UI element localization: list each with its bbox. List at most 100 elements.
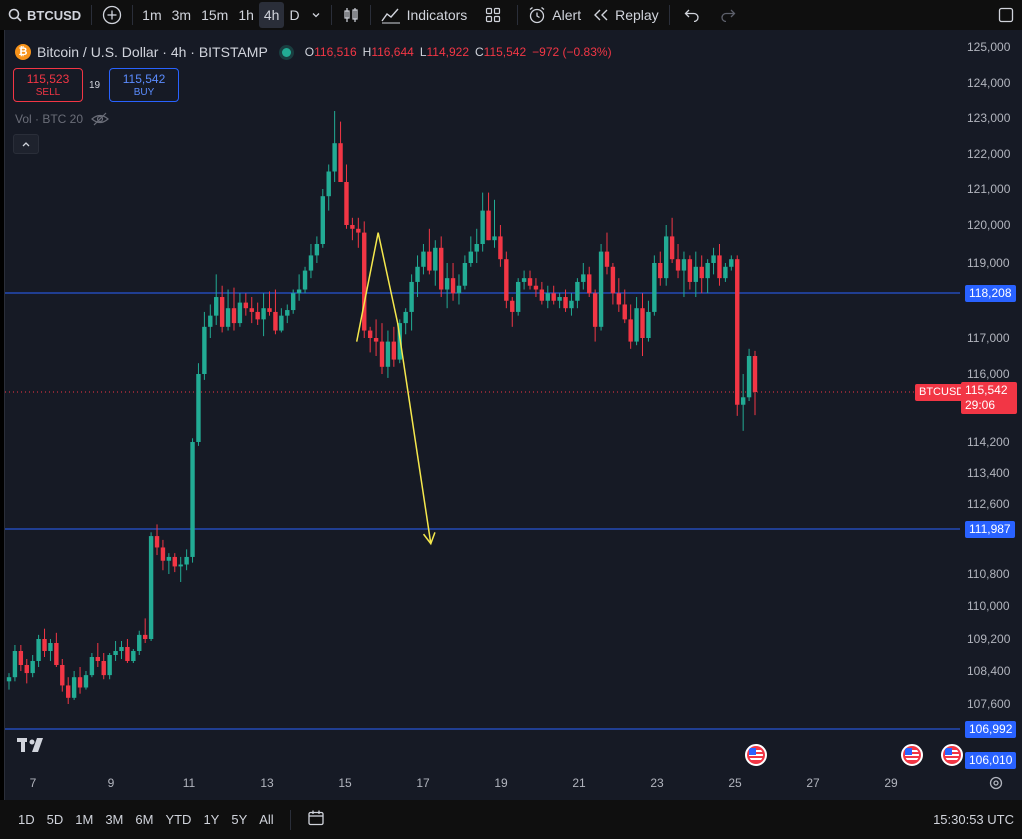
range-5D[interactable]: 5D — [46, 812, 64, 827]
candle-body — [42, 639, 47, 651]
candle-body — [60, 665, 65, 686]
eye-hidden-icon[interactable] — [91, 112, 109, 126]
candle-body — [101, 661, 106, 676]
range-1Y[interactable]: 1Y — [203, 812, 220, 827]
candle-body — [184, 556, 189, 565]
candle-body — [663, 236, 669, 279]
interval-1m[interactable]: 1m — [142, 7, 162, 23]
price-tick-label: 108,400 — [967, 664, 1011, 678]
replay-label: Replay — [615, 7, 659, 23]
candle — [326, 164, 331, 211]
us-flag-event-icon[interactable] — [901, 744, 923, 766]
candle — [740, 374, 746, 431]
range-6M[interactable]: 6M — [135, 812, 154, 827]
candle — [160, 539, 166, 571]
candle — [533, 278, 539, 298]
settings-icon[interactable] — [989, 776, 1003, 793]
candle-body — [717, 255, 722, 279]
redo-button[interactable] — [710, 0, 746, 30]
candle-body — [587, 274, 592, 294]
candle-body — [356, 228, 361, 233]
us-flag-event-icon[interactable] — [745, 744, 767, 766]
candle — [663, 225, 669, 286]
us-flag-event-icon[interactable] — [941, 744, 963, 766]
open-label: O — [304, 45, 315, 59]
current-price: 115,542 — [965, 383, 1008, 397]
candle — [89, 653, 95, 678]
candle — [296, 274, 302, 301]
candle — [18, 645, 24, 671]
fullscreen-button[interactable] — [992, 0, 1022, 30]
interval-dropdown[interactable] — [305, 0, 327, 30]
low-value: 114,922 — [426, 45, 470, 59]
chart-type-button[interactable] — [336, 0, 366, 30]
replay-button[interactable]: Replay — [587, 0, 665, 30]
alert-button[interactable]: Alert — [522, 0, 587, 30]
candle-body — [285, 310, 290, 316]
spread-value: 19 — [89, 80, 101, 91]
sell-button[interactable]: 115,523 SELL — [13, 68, 83, 102]
interval-4h[interactable]: 4h — [258, 2, 285, 28]
change-value: −972 (−0.83%) — [532, 45, 612, 59]
candle-body — [468, 251, 474, 263]
undo-button[interactable] — [674, 0, 710, 30]
drawn-trend-path[interactable] — [355, 232, 432, 544]
divider — [330, 5, 332, 25]
time-tick-label: 11 — [182, 776, 196, 790]
layouts-button[interactable] — [473, 0, 513, 30]
candle — [66, 677, 71, 704]
range-5Y[interactable]: 5Y — [231, 812, 248, 827]
buy-button[interactable]: 115,542 BUY — [109, 68, 179, 102]
candle-body — [255, 311, 260, 320]
search-icon — [8, 8, 22, 22]
range-1D[interactable]: 1D — [18, 812, 35, 827]
candle-body — [166, 556, 172, 561]
range-All[interactable]: All — [259, 812, 274, 827]
time-tick-label: 29 — [884, 776, 898, 790]
price-tick-label: 116,000 — [967, 367, 1010, 381]
interval-D[interactable]: D — [289, 7, 300, 23]
candle-body — [83, 675, 89, 688]
compare-button[interactable] — [96, 0, 128, 30]
price-chart[interactable] — [5, 30, 1022, 800]
candle — [373, 319, 379, 356]
candle — [267, 291, 272, 316]
utc-clock[interactable]: 15:30:53 UTC — [933, 812, 1014, 827]
indicators-button[interactable]: Indicators — [375, 0, 474, 30]
candle — [101, 653, 106, 680]
candle-body — [640, 308, 645, 338]
chart-pane[interactable]: ₿ Bitcoin / U.S. Dollar · 4h · BITSTAMP … — [4, 30, 1022, 800]
level-price-label: 118,208 — [965, 285, 1016, 302]
candle-body — [71, 677, 77, 698]
chart-legend: ₿ Bitcoin / U.S. Dollar · 4h · BITSTAMP … — [15, 44, 612, 60]
candle-body — [261, 308, 266, 320]
chart-title[interactable]: Bitcoin / U.S. Dollar · 4h · BITSTAMP — [37, 44, 268, 60]
candle — [439, 236, 444, 298]
candle-body — [646, 311, 651, 338]
candle — [622, 289, 627, 324]
candle-body — [658, 263, 663, 279]
candle-body — [498, 236, 503, 260]
close-value: 115,542 — [483, 45, 527, 59]
interval-3m[interactable]: 3m — [171, 7, 192, 23]
candle-body — [409, 281, 414, 312]
candle — [598, 244, 604, 331]
divider — [91, 5, 93, 25]
collapse-legend-button[interactable] — [13, 134, 39, 154]
range-3M[interactable]: 3M — [105, 812, 124, 827]
volume-label[interactable]: Vol · BTC 20 — [15, 112, 84, 126]
goto-date-button[interactable] — [301, 809, 331, 830]
level-price-label: 111,987 — [965, 521, 1015, 538]
range-YTD[interactable]: YTD — [165, 812, 192, 827]
candle-body — [273, 311, 278, 331]
symbol-search[interactable]: BTCUSD — [0, 0, 87, 30]
candle — [196, 363, 201, 446]
range-1M[interactable]: 1M — [75, 812, 94, 827]
candle-body — [681, 259, 687, 271]
candle — [77, 667, 83, 694]
candle-body — [219, 297, 225, 327]
interval-1h[interactable]: 1h — [238, 7, 254, 23]
interval-15m[interactable]: 15m — [201, 7, 229, 23]
chevron-down-icon — [312, 13, 320, 18]
candle — [214, 274, 219, 325]
